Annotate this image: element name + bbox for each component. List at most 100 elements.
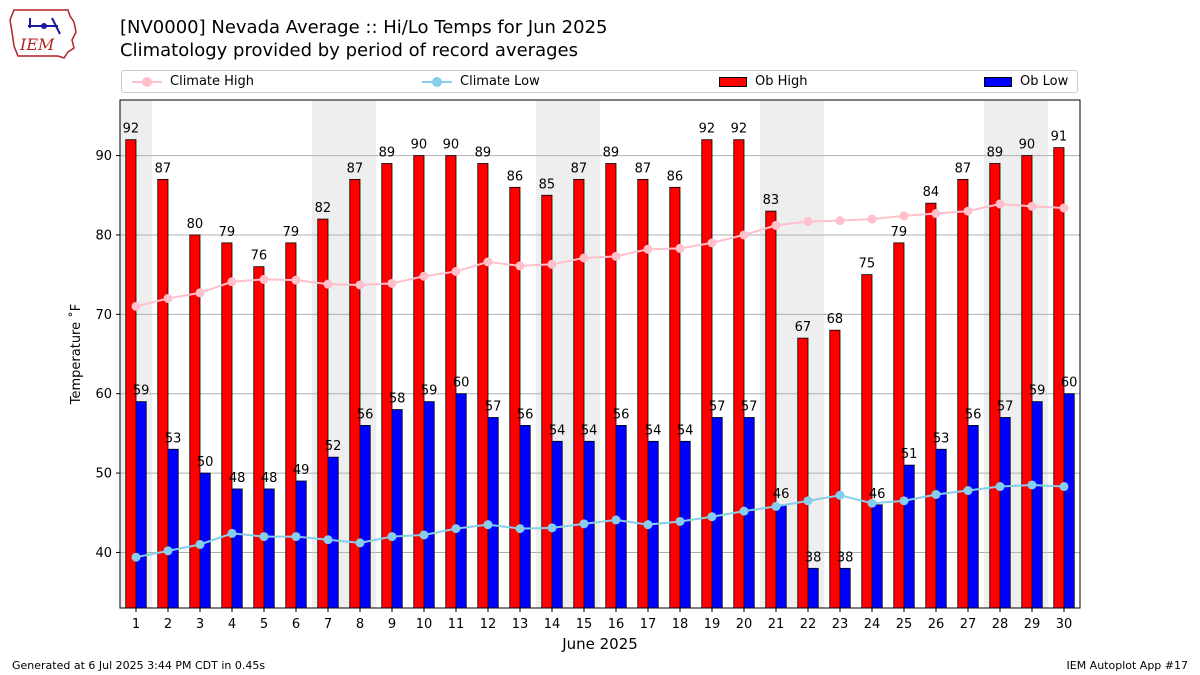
bar-ob-low-day-9	[391, 409, 403, 609]
point-climate-high-day-18	[675, 243, 685, 253]
label-ob-low-day-28: 57	[997, 400, 1014, 415]
bar-ob-low-day-27	[967, 425, 979, 609]
label-ob-high-day-4: 79	[219, 225, 236, 240]
bar-ob-high-day-29	[1021, 155, 1033, 609]
point-climate-low-day-23	[835, 490, 845, 500]
xtick-label-15: 15	[576, 617, 593, 632]
xtick-label-3: 3	[196, 617, 204, 632]
point-climate-low-day-30	[1059, 482, 1069, 492]
label-ob-high-day-16: 89	[603, 146, 620, 161]
point-climate-low-day-15	[579, 519, 589, 529]
xtick-label-29: 29	[1024, 617, 1041, 632]
bar-ob-low-day-11	[455, 393, 467, 609]
point-climate-low-day-25	[899, 496, 909, 506]
point-climate-high-day-20	[739, 230, 749, 240]
point-climate-low-day-28	[995, 482, 1005, 492]
label-ob-high-day-21: 83	[763, 193, 780, 208]
bar-ob-low-day-29	[1031, 401, 1043, 609]
label-ob-low-day-27: 56	[965, 407, 982, 422]
label-ob-low-day-24: 46	[869, 487, 886, 502]
label-ob-low-day-10: 59	[421, 384, 438, 399]
xtick-label-27: 27	[960, 617, 977, 632]
point-climate-low-day-13	[515, 524, 525, 534]
bar-ob-high-day-9	[381, 163, 393, 609]
point-climate-high-day-10	[419, 271, 429, 281]
legend-label-ob-low: Ob Low	[1020, 74, 1069, 89]
bar-ob-high-day-1	[125, 139, 137, 609]
bar-ob-high-day-25	[893, 242, 905, 609]
legend-item-ob-low: Ob Low	[984, 71, 1068, 92]
point-climate-low-day-18	[675, 516, 685, 526]
bar-ob-low-day-1	[135, 401, 147, 609]
bar-ob-low-day-10	[423, 401, 435, 609]
label-ob-high-day-22: 67	[795, 320, 812, 335]
point-climate-low-day-20	[739, 506, 749, 516]
label-ob-high-day-6: 79	[283, 225, 300, 240]
label-ob-low-day-5: 48	[261, 471, 278, 486]
xtick-label-28: 28	[992, 617, 1009, 632]
label-ob-low-day-22: 38	[805, 550, 822, 565]
label-ob-low-day-25: 51	[901, 447, 918, 462]
ytick-label-70: 70	[95, 308, 112, 323]
point-climate-high-day-6	[291, 275, 301, 285]
xtick-label-8: 8	[356, 617, 364, 632]
generated-timestamp: Generated at 6 Jul 2025 3:44 PM CDT in 0…	[12, 659, 266, 672]
point-climate-low-day-11	[451, 524, 461, 534]
label-ob-high-day-23: 68	[827, 312, 844, 327]
point-climate-low-day-19	[707, 512, 717, 522]
point-climate-high-day-5	[259, 274, 269, 284]
bar-ob-high-day-6	[285, 242, 297, 609]
line-climate-low	[135, 483, 1065, 559]
point-climate-high-day-8	[355, 280, 365, 290]
xtick-label-16: 16	[608, 617, 625, 632]
point-climate-low-day-26	[931, 489, 941, 499]
point-climate-low-day-27	[963, 486, 973, 496]
point-climate-low-day-1	[131, 552, 141, 562]
label-ob-high-day-5: 76	[251, 249, 268, 264]
xtick-label-26: 26	[928, 617, 945, 632]
label-ob-low-day-17: 54	[645, 423, 662, 438]
bar-ob-low-day-7	[327, 456, 339, 609]
xtick-label-19: 19	[704, 617, 721, 632]
point-climate-low-day-22	[803, 496, 813, 506]
legend-item-climate-high: Climate High	[132, 71, 254, 92]
label-ob-high-day-11: 90	[443, 138, 460, 153]
label-ob-low-day-16: 56	[613, 407, 630, 422]
label-ob-low-day-13: 56	[517, 407, 534, 422]
point-climate-high-day-15	[579, 253, 589, 263]
label-ob-high-day-18: 86	[667, 169, 684, 184]
label-ob-low-day-4: 48	[229, 471, 246, 486]
label-ob-low-day-6: 49	[293, 463, 310, 478]
bar-ob-high-day-12	[477, 163, 489, 609]
point-climate-low-day-16	[611, 515, 621, 525]
xtick-label-25: 25	[896, 617, 913, 632]
bar-ob-low-day-30	[1063, 393, 1075, 609]
xtick-label-14: 14	[544, 617, 561, 632]
label-ob-low-day-26: 53	[933, 431, 950, 446]
point-climate-high-day-2	[163, 293, 173, 303]
bar-ob-low-day-4	[231, 488, 243, 609]
bar-ob-low-day-21	[775, 504, 787, 609]
label-ob-high-day-10: 90	[411, 138, 428, 153]
point-climate-high-day-22	[803, 216, 813, 226]
bar-ob-high-day-17	[637, 178, 649, 609]
xtick-label-23: 23	[832, 617, 849, 632]
bar-ob-high-day-23	[829, 329, 841, 609]
xtick-label-11: 11	[448, 617, 465, 632]
point-climate-low-day-9	[387, 532, 397, 542]
bar-ob-low-day-5	[263, 488, 275, 609]
label-ob-low-day-2: 53	[165, 431, 182, 446]
ytick-label-50: 50	[95, 467, 112, 482]
chart-legend: Climate High Climate Low Ob High Ob Low	[121, 70, 1078, 93]
label-ob-low-day-19: 57	[709, 400, 726, 415]
chart-subtitle: Climatology provided by period of record…	[120, 40, 578, 61]
point-climate-high-day-12	[483, 257, 493, 267]
point-climate-low-day-10	[419, 530, 429, 540]
bar-ob-high-day-26	[925, 202, 937, 609]
xtick-label-30: 30	[1056, 617, 1073, 632]
svg-text:IEM: IEM	[19, 35, 55, 54]
xtick-label-5: 5	[260, 617, 268, 632]
label-ob-low-day-11: 60	[453, 376, 470, 391]
point-climate-low-day-3	[195, 540, 205, 549]
point-climate-high-day-17	[643, 244, 653, 254]
